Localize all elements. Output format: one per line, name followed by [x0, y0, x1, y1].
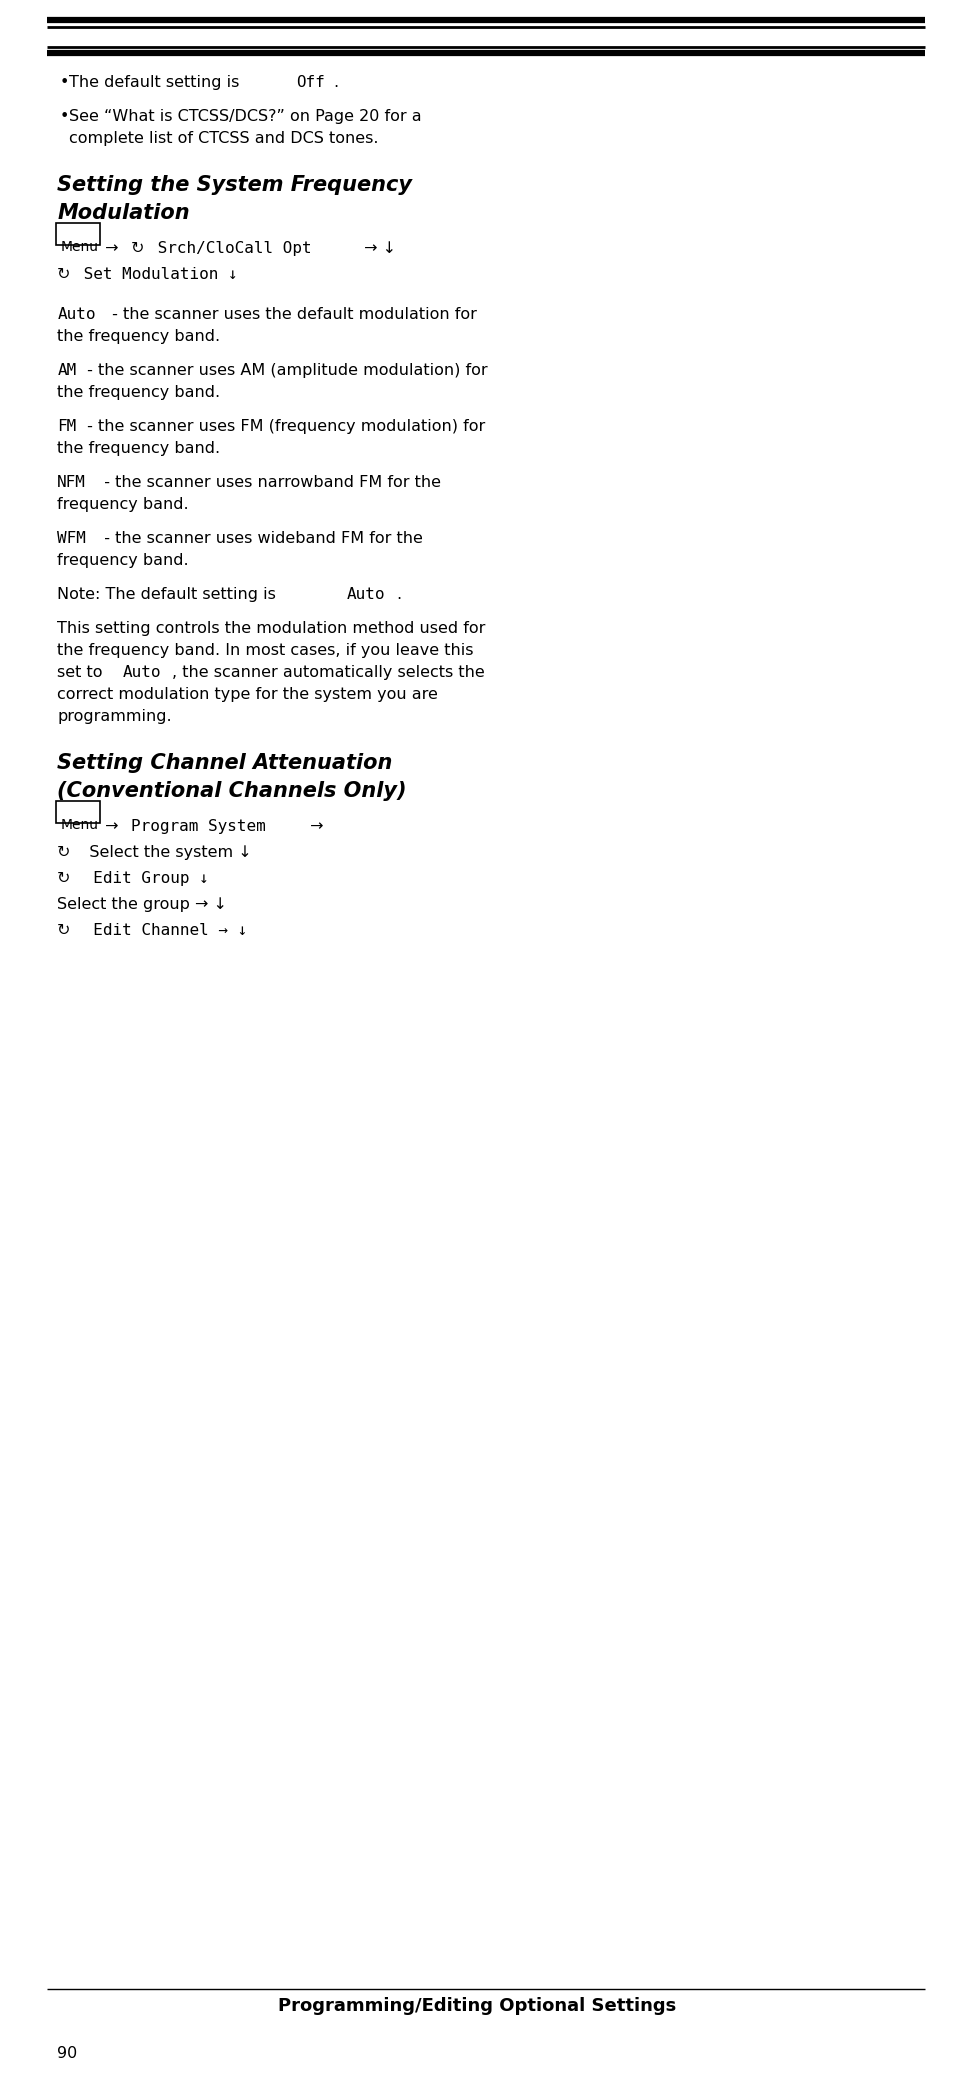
Text: frequency band.: frequency band. — [57, 552, 189, 569]
Text: → ↓: → ↓ — [358, 242, 395, 256]
Text: Setting Channel Attenuation: Setting Channel Attenuation — [57, 752, 393, 773]
Text: Select the system ↓: Select the system ↓ — [74, 844, 252, 861]
Text: See “What is CTCSS/DCS?” on Page 20 for a: See “What is CTCSS/DCS?” on Page 20 for … — [70, 108, 421, 125]
Text: 90: 90 — [57, 2046, 77, 2061]
Text: Off: Off — [295, 75, 324, 90]
Text: NFM: NFM — [57, 475, 86, 490]
Text: - the scanner uses narrowband FM for the: - the scanner uses narrowband FM for the — [94, 475, 441, 490]
Text: Edit Channel → ↓: Edit Channel → ↓ — [74, 923, 248, 938]
Text: ↻: ↻ — [57, 923, 71, 938]
Text: (Conventional Channels Only): (Conventional Channels Only) — [57, 782, 406, 800]
FancyBboxPatch shape — [56, 800, 100, 823]
Text: the frequency band. In most cases, if you leave this: the frequency band. In most cases, if yo… — [57, 644, 474, 659]
Text: ↻: ↻ — [131, 242, 144, 256]
Text: the frequency band.: the frequency band. — [57, 386, 220, 400]
Text: Select the group → ↓: Select the group → ↓ — [57, 896, 227, 913]
Text: ↻: ↻ — [57, 844, 71, 861]
Text: Program System: Program System — [131, 819, 265, 834]
Text: AM: AM — [57, 363, 76, 377]
Text: - the scanner uses the default modulation for: - the scanner uses the default modulatio… — [107, 306, 476, 323]
FancyBboxPatch shape — [56, 223, 100, 246]
Text: - the scanner uses wideband FM for the: - the scanner uses wideband FM for the — [94, 531, 423, 546]
Text: The default setting is: The default setting is — [70, 75, 245, 90]
Text: FM: FM — [57, 419, 76, 433]
Text: Edit Group ↓: Edit Group ↓ — [74, 871, 209, 886]
Text: Auto: Auto — [346, 588, 384, 602]
Text: Modulation: Modulation — [57, 202, 190, 223]
Text: programming.: programming. — [57, 709, 172, 723]
Text: .: . — [395, 588, 400, 602]
Text: •: • — [59, 108, 69, 125]
Text: →: → — [304, 819, 323, 834]
Text: Auto: Auto — [57, 306, 95, 323]
Text: the frequency band.: the frequency band. — [57, 329, 220, 344]
Text: complete list of CTCSS and DCS tones.: complete list of CTCSS and DCS tones. — [70, 131, 378, 146]
Text: WFM: WFM — [57, 531, 86, 546]
Text: frequency band.: frequency band. — [57, 496, 189, 513]
Text: .: . — [333, 75, 337, 90]
Text: This setting controls the modulation method used for: This setting controls the modulation met… — [57, 621, 485, 636]
Text: Menu: Menu — [60, 819, 98, 832]
Text: •: • — [59, 75, 69, 90]
Text: Auto: Auto — [122, 665, 161, 679]
Text: ↻: ↻ — [57, 267, 71, 281]
Text: Set Modulation ↓: Set Modulation ↓ — [74, 267, 238, 281]
Text: the frequency band.: the frequency band. — [57, 442, 220, 456]
Text: →: → — [100, 819, 124, 834]
Text: Programming/Editing Optional Settings: Programming/Editing Optional Settings — [277, 1996, 676, 2015]
Text: set to: set to — [57, 665, 108, 679]
Text: →: → — [100, 242, 124, 256]
Text: Menu: Menu — [60, 240, 98, 254]
Text: - the scanner uses AM (amplitude modulation) for: - the scanner uses AM (amplitude modulat… — [82, 363, 487, 377]
Text: Note: The default setting is: Note: The default setting is — [57, 588, 281, 602]
Text: , the scanner automatically selects the: , the scanner automatically selects the — [172, 665, 484, 679]
Text: correct modulation type for the system you are: correct modulation type for the system y… — [57, 688, 437, 702]
Text: - the scanner uses FM (frequency modulation) for: - the scanner uses FM (frequency modulat… — [82, 419, 485, 433]
Text: Srch/CloCall Opt: Srch/CloCall Opt — [148, 242, 312, 256]
Text: Setting the System Frequency: Setting the System Frequency — [57, 175, 412, 196]
Text: ↻: ↻ — [57, 871, 71, 886]
